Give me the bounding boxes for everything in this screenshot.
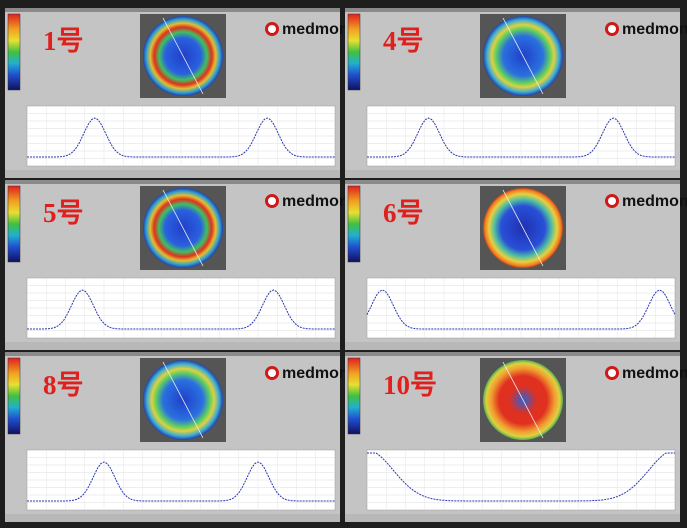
color-scale bbox=[7, 357, 21, 435]
meridian bbox=[502, 17, 544, 95]
color-scale bbox=[7, 13, 21, 91]
panel-label: 1号 bbox=[43, 26, 84, 56]
color-scale bbox=[7, 185, 21, 263]
profile-curve bbox=[27, 289, 335, 330]
status-bar bbox=[345, 342, 680, 350]
panel: 6号 medmont bbox=[345, 180, 687, 350]
title-bar bbox=[345, 8, 680, 12]
logo-icon-inner bbox=[268, 197, 276, 205]
meridian bbox=[502, 189, 544, 267]
panel: 5号 medmont bbox=[5, 180, 355, 350]
brand-logo: medmont bbox=[282, 365, 355, 382]
brand-logo: medmont bbox=[622, 21, 687, 38]
profile-curve bbox=[366, 289, 676, 330]
meridian bbox=[502, 361, 544, 439]
title-bar bbox=[345, 180, 680, 184]
panel: 4号 medmont bbox=[345, 8, 687, 178]
brand-logo: medmont bbox=[282, 193, 355, 210]
status-bar bbox=[5, 514, 340, 522]
profile-curve bbox=[367, 452, 675, 502]
panel-label: 5号 bbox=[43, 198, 84, 228]
logo-icon-inner bbox=[608, 197, 616, 205]
status-bar bbox=[345, 170, 680, 178]
title-bar bbox=[5, 8, 340, 12]
title-bar bbox=[345, 352, 680, 356]
panel-label: 10号 bbox=[383, 370, 437, 400]
panel: 10号 medmont bbox=[345, 352, 687, 522]
panel-label: 4号 bbox=[383, 26, 424, 56]
logo-icon-inner bbox=[268, 25, 276, 33]
panel: 8号 medmont bbox=[5, 352, 355, 522]
meridian bbox=[162, 189, 204, 267]
profile-curve bbox=[27, 461, 335, 502]
panel: 1号 medmont bbox=[5, 8, 355, 178]
profile-curve bbox=[367, 117, 675, 158]
brand-logo: medmont bbox=[622, 365, 687, 382]
status-bar bbox=[5, 170, 340, 178]
brand-logo: medmont bbox=[622, 193, 687, 210]
logo-icon-inner bbox=[608, 369, 616, 377]
status-bar bbox=[345, 514, 680, 522]
logo-icon-inner bbox=[608, 25, 616, 33]
panel-label: 6号 bbox=[383, 198, 424, 228]
meridian bbox=[162, 361, 204, 439]
brand-logo: medmont bbox=[282, 21, 355, 38]
title-bar bbox=[5, 352, 340, 356]
panel-label: 8号 bbox=[43, 370, 84, 400]
color-scale bbox=[347, 357, 361, 435]
color-scale bbox=[347, 185, 361, 263]
meridian bbox=[162, 17, 204, 95]
color-scale bbox=[347, 13, 361, 91]
title-bar bbox=[5, 180, 340, 184]
logo-icon-inner bbox=[268, 369, 276, 377]
status-bar bbox=[5, 342, 340, 350]
